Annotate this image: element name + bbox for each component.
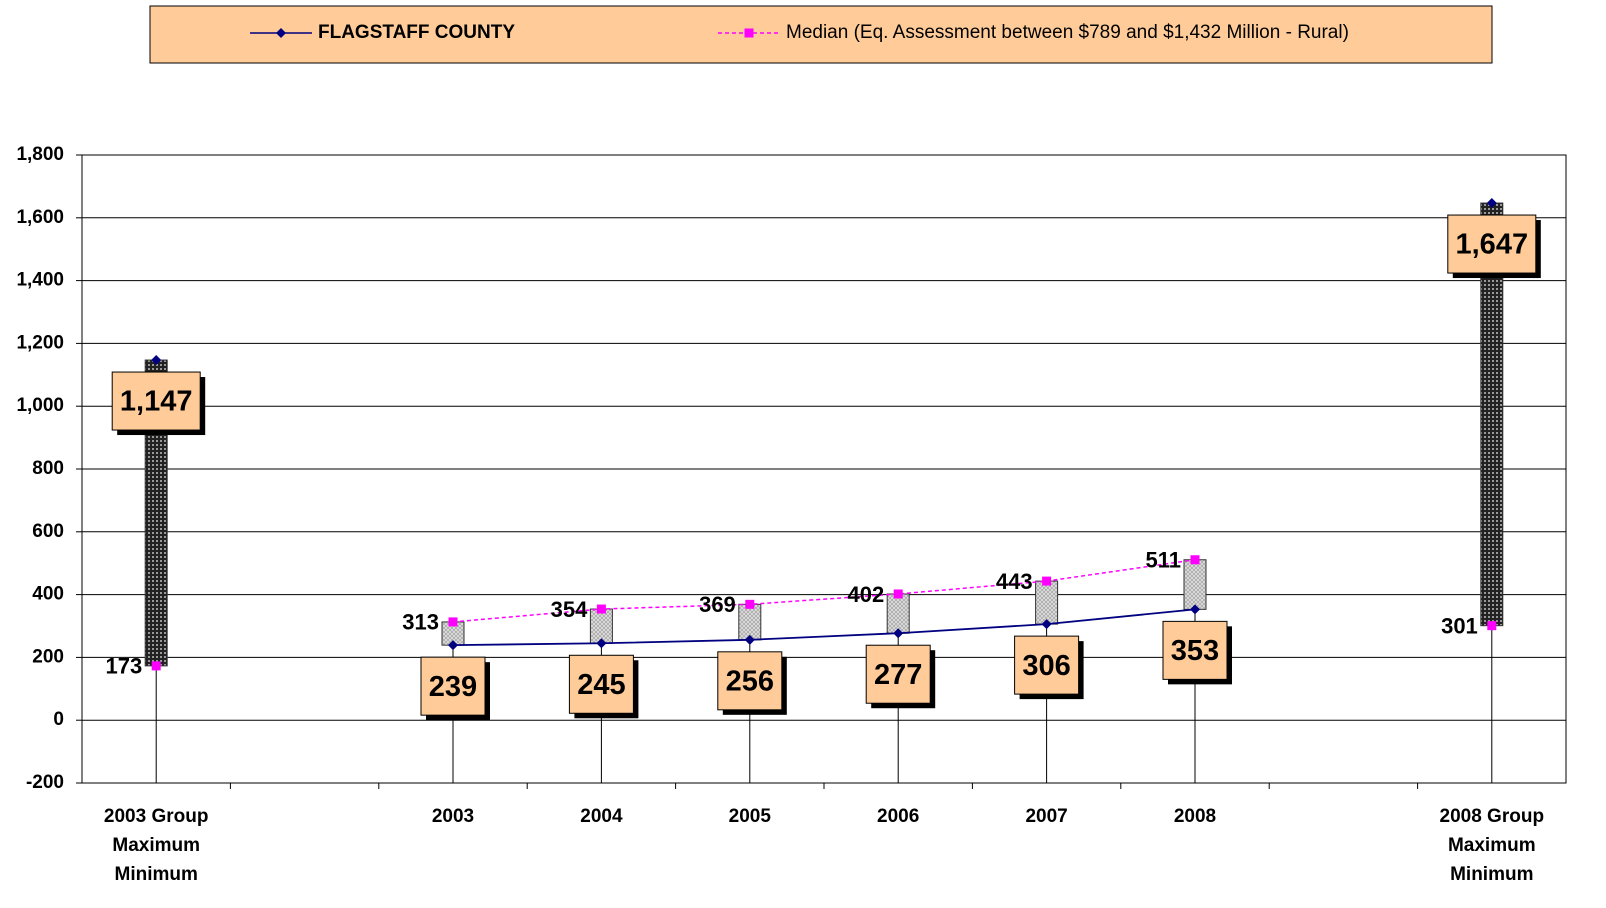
legend-label: Median (Eq. Assessment between $789 and … — [786, 22, 1349, 43]
x-tick-label: 2007 — [1025, 806, 1067, 827]
marker — [151, 355, 162, 366]
y-tick-label: 1,400 — [16, 270, 64, 291]
y-tick-label: 200 — [32, 646, 64, 667]
data-label: 1,647 — [1456, 229, 1529, 261]
marker — [1041, 619, 1052, 630]
data-label: 306 — [1022, 650, 1070, 682]
x-tick-label: 2005 — [729, 806, 772, 827]
marker — [1042, 576, 1052, 586]
marker — [596, 604, 606, 614]
label-box — [1014, 635, 1080, 695]
y-tick-label: 0 — [53, 709, 64, 730]
legend-box — [149, 5, 1493, 64]
marker — [1190, 604, 1200, 615]
high-low-bar — [738, 603, 762, 641]
high-low-bar — [886, 593, 910, 634]
label-box — [1162, 620, 1228, 680]
data-label: 354 — [551, 597, 588, 622]
data-label: 313 — [402, 610, 439, 635]
data-label: 301 — [1441, 613, 1478, 638]
marker — [893, 628, 904, 639]
marker — [448, 617, 458, 627]
marker — [744, 634, 755, 645]
data-label: 443 — [996, 569, 1033, 594]
data-label: 1,147 — [120, 386, 193, 418]
x-tick-label: 2006 — [877, 806, 919, 827]
marker — [1487, 621, 1497, 631]
legend-marker — [744, 28, 754, 38]
x-tick-label: 2004 — [580, 806, 623, 827]
y-tick-label: 1,600 — [16, 207, 64, 228]
marker — [596, 638, 607, 649]
data-label: 239 — [429, 671, 477, 703]
data-label: 256 — [726, 665, 774, 697]
high-low-bar — [1183, 559, 1207, 610]
y-tick-label: 1,000 — [16, 395, 64, 416]
x-tick-label: 2008 — [1174, 806, 1216, 827]
y-tick-label: 1,800 — [16, 144, 64, 165]
label-box — [865, 644, 931, 704]
marker — [151, 661, 161, 671]
label-box — [1447, 214, 1537, 274]
x-tick-label: 2003 — [432, 806, 474, 827]
legend-label: FLAGSTAFF COUNTY — [318, 22, 515, 43]
high-low-bar — [1035, 580, 1059, 625]
data-label: 402 — [847, 582, 884, 607]
x-tick-label: 2003 Group Maximum Minimum — [104, 806, 209, 885]
y-tick-label: 800 — [32, 458, 64, 479]
marker — [1190, 555, 1200, 565]
legend-marker — [276, 28, 286, 38]
label-box — [111, 371, 201, 431]
data-label: 353 — [1171, 635, 1219, 667]
y-tick-label: -200 — [26, 772, 64, 793]
high-low-bar — [589, 608, 613, 644]
data-label: 511 — [1146, 548, 1182, 573]
marker — [1486, 198, 1497, 209]
data-label: 369 — [699, 592, 736, 617]
y-tick-label: 400 — [32, 584, 64, 605]
label-box — [717, 651, 783, 711]
y-tick-label: 600 — [32, 521, 64, 542]
legend: FLAGSTAFF COUNTY Median (Eq. Assessment b… — [250, 22, 1349, 43]
label-box — [420, 656, 486, 716]
y-tick-label: 1,200 — [16, 332, 64, 353]
marker — [893, 589, 903, 599]
label-box — [568, 654, 634, 714]
data-label: 173 — [105, 654, 142, 679]
marker — [448, 640, 458, 651]
x-tick-label: 2008 Group Maximum Minimum — [1440, 806, 1545, 885]
data-label: 277 — [874, 659, 922, 691]
marker — [745, 599, 755, 609]
data-label: 245 — [577, 669, 625, 701]
